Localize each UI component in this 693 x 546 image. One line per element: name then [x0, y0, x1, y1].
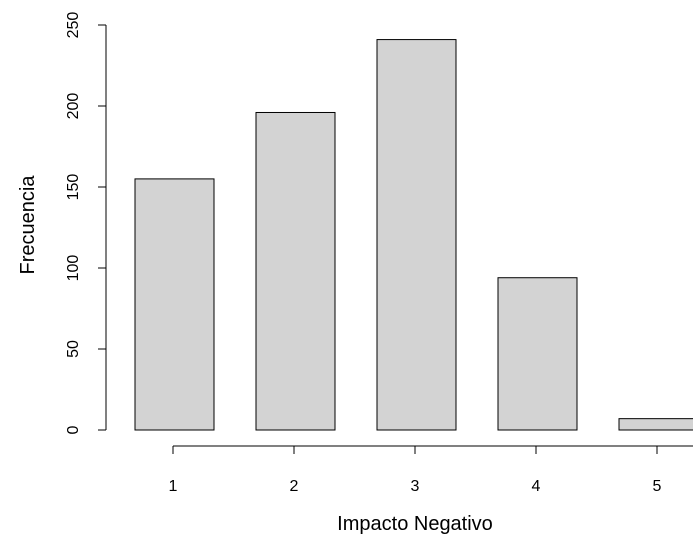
y-tick-label: 100 — [65, 255, 82, 282]
bar-1 — [134, 178, 215, 431]
y-tick-label: 150 — [65, 174, 82, 201]
x-tick-label: 2 — [290, 478, 299, 495]
bar-2 — [255, 111, 336, 431]
y-tick-label: 50 — [65, 340, 82, 358]
x-axis: 1 2 3 4 5 — [169, 445, 693, 495]
bar-4 — [497, 277, 578, 431]
bar-5 — [618, 418, 693, 431]
y-axis-title: Frecuencia — [17, 175, 39, 275]
bars-group — [134, 39, 693, 431]
x-tick-label: 5 — [653, 478, 662, 495]
x-axis-title: Impacto Negativo — [337, 513, 493, 535]
y-axis: 0 50 100 150 200 250 — [65, 12, 107, 434]
bar-3 — [376, 39, 457, 431]
y-tick-label: 200 — [65, 93, 82, 120]
x-tick-label: 4 — [532, 478, 541, 495]
y-tick-label: 250 — [65, 12, 82, 39]
x-tick-label: 1 — [169, 478, 178, 495]
y-tick-label: 0 — [65, 425, 82, 434]
x-tick-label: 3 — [411, 478, 420, 495]
